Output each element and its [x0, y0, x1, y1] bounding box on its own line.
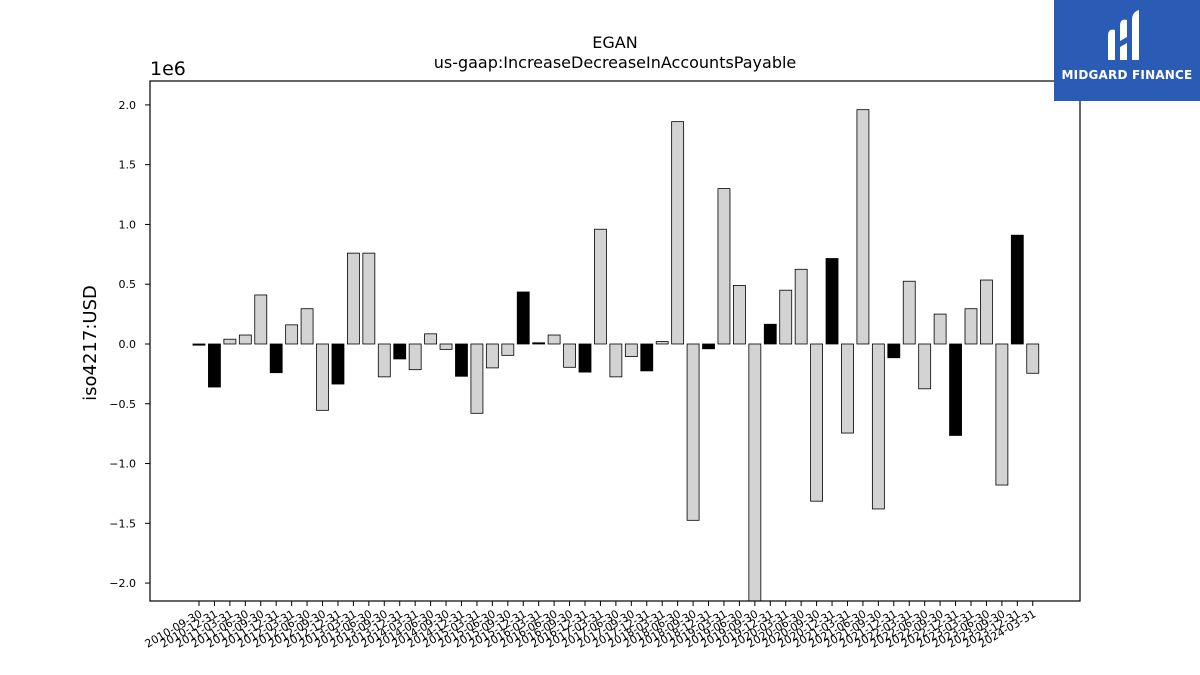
- bar-2022-03-31: [902, 280, 916, 345]
- bar-2023-03-31: [964, 308, 978, 345]
- bar-2021-09-30: [871, 343, 885, 510]
- bar-2016-09-30: [563, 343, 576, 368]
- bar-2012-12-31: [331, 343, 345, 385]
- bar-2019-09-30: [748, 343, 762, 602]
- bar-2010-09-30: [192, 343, 206, 346]
- bar-2014-09-30: [439, 343, 453, 350]
- bar-2016-06-30: [547, 334, 561, 345]
- bar-2021-12-31: [887, 343, 901, 359]
- bar-2020-03-31: [779, 289, 793, 345]
- y-axis-label: iso4217:USD: [80, 285, 101, 401]
- bar-2019-12-31: [763, 323, 777, 345]
- bar-2023-12-31: [1010, 234, 1024, 345]
- y-tick-label: −1.0: [109, 458, 136, 471]
- bar-2022-06-30: [918, 343, 932, 390]
- bar-2012-03-31: [285, 324, 299, 345]
- y-tick-label: 0.0: [119, 338, 137, 351]
- bar-2011-12-31: [269, 343, 283, 374]
- bar-2012-06-30: [300, 308, 314, 345]
- bar-2019-06-30: [733, 285, 746, 345]
- bar-2011-03-31: [223, 338, 237, 345]
- bar-2018-06-30: [671, 121, 685, 345]
- brand-name: MIDGARD FINANCE: [1061, 68, 1193, 82]
- bar-2014-06-30: [424, 333, 438, 345]
- y-tick-label: −0.5: [109, 398, 136, 411]
- bar-2015-09-30: [501, 343, 515, 356]
- bar-2017-03-31: [594, 228, 607, 345]
- bar-2013-03-31: [346, 252, 360, 345]
- brand-logo: MIDGARD FINANCE: [1054, 0, 1200, 101]
- bar-2015-06-30: [485, 343, 499, 369]
- bar-2013-12-31: [393, 343, 407, 360]
- bar-2018-09-30: [686, 343, 700, 521]
- y-tick-label: −1.5: [109, 517, 136, 530]
- chart-title: EGAN: [592, 33, 637, 52]
- bar-2015-12-31: [516, 291, 530, 345]
- bar-2016-03-31: [532, 342, 546, 345]
- bar-2017-06-30: [609, 343, 623, 378]
- bar-2017-09-30: [624, 343, 638, 357]
- plot-area-frame: [149, 80, 1081, 602]
- bar-2010-12-31: [208, 343, 221, 388]
- bar-2017-12-31: [640, 343, 654, 372]
- bar-2011-09-30: [254, 294, 268, 345]
- y-tick-label: 1.5: [119, 159, 137, 172]
- y-tick-label: −2.0: [109, 577, 136, 590]
- bar-2012-09-30: [316, 343, 329, 411]
- bar-2018-12-31: [702, 343, 715, 350]
- bar-2020-06-30: [794, 268, 808, 345]
- chart-subtitle: us-gaap:IncreaseDecreaseInAccountsPayabl…: [434, 53, 797, 72]
- bar-2022-12-31: [949, 343, 962, 436]
- bar-2013-09-30: [377, 343, 391, 378]
- bar-2018-03-31: [655, 341, 669, 345]
- bar-2014-12-31: [455, 343, 468, 377]
- bar-2015-03-31: [470, 343, 484, 414]
- x-axis-ticks: 2010-09-302010-12-312011-03-312011-06-30…: [143, 601, 1038, 651]
- bar-2024-03-31: [1026, 343, 1040, 374]
- midgard-logo-icon: [1108, 10, 1139, 61]
- bar-2021-03-31: [841, 343, 854, 434]
- bar-2016-12-31: [578, 343, 592, 373]
- bar-2020-12-31: [825, 258, 839, 345]
- bar-2019-03-31: [717, 188, 731, 345]
- bar-2020-09-30: [810, 343, 823, 502]
- bar-2011-06-30: [238, 334, 252, 345]
- y-scale-label: 1e6: [150, 58, 186, 80]
- y-tick-label: 2.0: [119, 99, 137, 112]
- bar-2013-06-30: [362, 252, 376, 345]
- y-tick-label: 0.5: [119, 278, 137, 291]
- bars-group: [192, 109, 1040, 602]
- bar-2023-06-30: [980, 279, 993, 345]
- bar-2022-09-30: [933, 313, 947, 345]
- bar-2014-03-31: [408, 343, 422, 371]
- y-axis-ticks: 2.0 1.5 1.0 0.5 0.0 −0.5 −1.0 −1.5 −2.0: [109, 99, 150, 590]
- bar-2021-06-30: [856, 109, 870, 345]
- bar-2023-09-30: [995, 343, 1009, 486]
- y-tick-label: 1.0: [119, 218, 137, 231]
